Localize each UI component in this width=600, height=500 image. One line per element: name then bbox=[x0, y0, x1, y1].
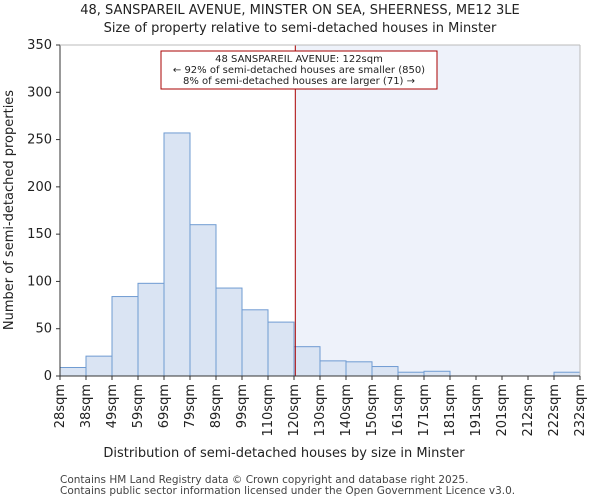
x-tick-label: 212sqm bbox=[521, 384, 536, 437]
x-axis: 28sqm 38sqm 49sqm 59sqm 69sqm 79sqm 89sqm 99sqm… bbox=[53, 375, 588, 437]
x-tick-label: 191sqm bbox=[469, 384, 484, 437]
bar-28sqm bbox=[59, 366, 87, 377]
annotation-frame bbox=[160, 50, 438, 90]
x-tick-label: 150sqm bbox=[365, 384, 380, 437]
chart-title: 48, SANSPAREIL AVENUE, MINSTER ON SEA, S… bbox=[80, 3, 520, 18]
annotation-larger: 8% of semi-detached houses are larger (7… bbox=[183, 76, 415, 87]
x-tick-label: 38sqm bbox=[79, 384, 94, 428]
x-tick-label: 120sqm bbox=[287, 384, 302, 437]
x-tick-label: 181sqm bbox=[443, 384, 458, 437]
x-tick-label: 79sqm bbox=[183, 384, 198, 428]
bar-38sqm bbox=[85, 355, 113, 377]
bar-150sqm bbox=[371, 366, 399, 377]
x-tick-label: 89sqm bbox=[209, 384, 224, 428]
bars bbox=[59, 132, 581, 377]
bar-99sqm bbox=[241, 309, 269, 377]
bar-49sqm bbox=[111, 296, 139, 377]
x-tick-label: 99sqm bbox=[235, 384, 250, 428]
x-tick-label: 110sqm bbox=[261, 384, 276, 437]
y-axis-label: Number of semi-detached properties bbox=[2, 90, 17, 330]
y-tick-label: 200 bbox=[27, 180, 52, 195]
x-tick-label: 222sqm bbox=[547, 384, 562, 437]
x-tick-label: 140sqm bbox=[339, 384, 354, 437]
annotation-smaller: ← 92% of semi-detached houses are smalle… bbox=[173, 65, 425, 76]
footer-licence: Contains public sector information licen… bbox=[60, 485, 515, 497]
bar-120sqm bbox=[293, 346, 321, 377]
y-tick-label: 100 bbox=[27, 274, 52, 289]
y-tick-label: 50 bbox=[35, 322, 52, 337]
y-tick-label: 250 bbox=[27, 133, 52, 148]
bar-130sqm bbox=[319, 360, 347, 377]
bar-222sqm bbox=[553, 371, 581, 377]
x-tick-label: 161sqm bbox=[391, 384, 406, 437]
y-axis: 0 50 100 150 200 250 300 350 bbox=[27, 38, 581, 384]
y-tick-label: 0 bbox=[44, 369, 52, 384]
x-tick-label: 69sqm bbox=[157, 384, 172, 428]
x-tick-label: 28sqm bbox=[53, 384, 68, 428]
bar-171sqm bbox=[423, 370, 451, 377]
bar-59sqm bbox=[137, 282, 165, 377]
chart-subtitle: Size of property relative to semi-detach… bbox=[104, 21, 497, 36]
x-tick-label: 201sqm bbox=[495, 384, 510, 437]
y-tick-label: 300 bbox=[27, 85, 52, 100]
x-tick-label: 171sqm bbox=[417, 384, 432, 437]
larger-region-shade bbox=[295, 45, 580, 376]
x-tick-label: 59sqm bbox=[131, 384, 146, 428]
x-tick-label: 232sqm bbox=[573, 384, 588, 437]
x-tick-label: 49sqm bbox=[105, 384, 120, 428]
bar-110sqm bbox=[267, 321, 295, 377]
bar-69sqm bbox=[163, 132, 191, 377]
bar-161sqm bbox=[397, 371, 425, 377]
annotation-title: 48 SANSPAREIL AVENUE: 122sqm bbox=[215, 54, 383, 65]
x-tick-label: 130sqm bbox=[313, 384, 328, 437]
bar-89sqm bbox=[215, 287, 243, 377]
plot-area: 48 SANSPAREIL AVENUE: 122sqm ← 92% of se… bbox=[27, 38, 588, 437]
y-tick-label: 350 bbox=[27, 38, 52, 53]
x-axis-label: Distribution of semi-detached houses by … bbox=[103, 446, 465, 461]
bar-79sqm bbox=[189, 224, 217, 377]
annotation-box: 48 SANSPAREIL AVENUE: 122sqm ← 92% of se… bbox=[160, 50, 438, 90]
footer-copyright: Contains HM Land Registry data © Crown c… bbox=[60, 474, 468, 486]
y-tick-label: 150 bbox=[27, 227, 52, 242]
bar-140sqm bbox=[345, 361, 373, 377]
